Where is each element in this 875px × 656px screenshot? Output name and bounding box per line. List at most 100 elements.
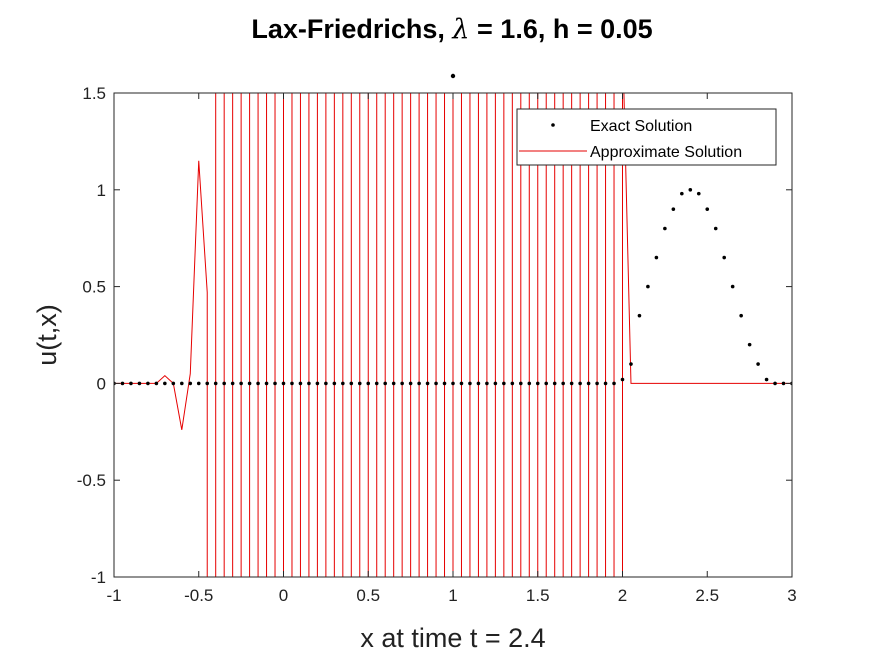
x-tick-label: 0.5 — [356, 586, 380, 605]
legend-label-approx: Approximate Solution — [590, 144, 742, 161]
data-point-exact — [425, 381, 430, 386]
data-point-exact — [400, 381, 404, 386]
data-point-exact — [281, 381, 286, 386]
data-point-exact — [163, 381, 167, 386]
data-point-exact — [146, 381, 150, 386]
x-tick-label: -1 — [106, 586, 121, 605]
data-point-exact — [747, 342, 752, 347]
data-point-exact — [205, 381, 210, 386]
data-point-exact — [535, 381, 540, 386]
data-point-exact — [222, 381, 226, 386]
x-tick-label: 2.5 — [695, 586, 719, 605]
data-point-exact — [629, 362, 633, 366]
chart-title: Lax-Friedrichs, λ = 1.6, h = 0.05 — [251, 14, 652, 45]
data-point-exact — [129, 381, 133, 386]
data-point-exact — [612, 381, 616, 386]
data-point-exact — [671, 207, 676, 211]
legend: Exact Solution Approximate Solution — [516, 108, 777, 166]
data-point-exact — [493, 381, 498, 386]
data-point-exact — [324, 381, 328, 386]
data-point-exact — [764, 377, 769, 382]
data-point-exact — [315, 381, 320, 386]
y-axis-label: u(t,x) — [32, 304, 62, 366]
data-point-exact — [180, 381, 184, 386]
data-point-exact — [578, 381, 582, 386]
data-point-exact — [459, 381, 464, 386]
x-tick-label: -0.5 — [184, 586, 213, 605]
data-point-exact — [383, 381, 388, 386]
y-tick-label: 1 — [97, 181, 106, 200]
data-point-exact — [781, 381, 786, 386]
data-point-exact — [696, 191, 701, 196]
y-tick-label: -1 — [91, 568, 106, 587]
data-point-exact — [391, 381, 396, 386]
data-point-exact — [637, 313, 642, 318]
data-point-exact — [468, 381, 472, 386]
data-point-exact — [374, 381, 379, 386]
chart-title-symbol: λ — [451, 14, 469, 45]
data-point-exact — [705, 207, 710, 211]
data-point-exact — [713, 226, 718, 231]
data-point-exact — [510, 381, 515, 386]
data-point-exact — [298, 381, 303, 386]
data-point-exact — [247, 381, 252, 386]
legend-marker-exact — [551, 123, 555, 127]
x-axis-label: x at time t = 2.4 — [360, 623, 545, 653]
data-point-exact — [646, 284, 650, 289]
data-point-exact — [663, 226, 667, 231]
chart-title-suffix: = 1.6, h = 0.05 — [470, 14, 653, 44]
data-point-exact — [213, 381, 218, 386]
data-point-exact — [451, 381, 455, 386]
data-point-exact — [264, 381, 269, 386]
data-point-exact — [357, 381, 362, 386]
x-tick-label: 0 — [279, 586, 288, 605]
data-point-exact — [756, 362, 760, 366]
data-point-exact — [544, 381, 549, 386]
data-point-exact — [603, 381, 608, 386]
data-point-exact-stray — [450, 73, 456, 79]
x-tick-label: 2 — [618, 586, 627, 605]
data-point-exact — [620, 377, 625, 382]
data-point-exact — [552, 381, 557, 386]
data-point-exact — [502, 381, 506, 386]
series-layer — [114, 93, 792, 577]
data-point-exact — [519, 381, 523, 386]
data-point-exact — [485, 381, 489, 386]
data-point-exact — [256, 381, 260, 386]
data-point-exact — [654, 255, 659, 260]
data-point-exact — [120, 381, 125, 386]
x-tick-label: 1.5 — [526, 586, 550, 605]
data-point-exact — [773, 381, 777, 386]
data-point-exact — [569, 381, 574, 386]
data-point-exact — [527, 381, 532, 386]
data-point-exact — [273, 381, 277, 386]
data-point-exact — [230, 381, 235, 386]
y-tick-label: -0.5 — [77, 471, 106, 490]
x-tick-label: 1 — [448, 586, 457, 605]
data-point-exact — [722, 255, 726, 260]
data-point-exact — [586, 381, 591, 386]
data-point-exact — [561, 381, 565, 386]
legend-box — [516, 108, 777, 166]
data-point-exact — [154, 381, 159, 386]
data-point-exact — [442, 381, 447, 386]
y-tick-label: 0 — [97, 374, 106, 393]
data-point-exact — [332, 381, 337, 386]
x-ticks: -1 -0.5 0 0.5 1 1.5 2 2.5 3 — [106, 93, 797, 605]
y-ticks: -1 -0.5 0 0.5 1 1.5 — [77, 84, 792, 587]
y-tick-label: 1.5 — [82, 84, 106, 103]
y-tick-label: 0.5 — [82, 278, 106, 297]
data-point-exact — [417, 381, 421, 386]
data-point-exact — [307, 381, 311, 386]
data-point-exact — [137, 381, 142, 386]
data-point-exact — [196, 381, 201, 386]
series-line-approximate — [114, 93, 792, 577]
data-point-exact — [434, 381, 438, 386]
data-point-exact — [730, 284, 735, 289]
data-point-exact — [366, 381, 371, 386]
data-point-exact — [349, 381, 354, 386]
data-point-exact — [171, 381, 176, 386]
data-point-exact — [595, 381, 599, 386]
chart-title-prefix: Lax-Friedrichs, — [251, 14, 452, 44]
